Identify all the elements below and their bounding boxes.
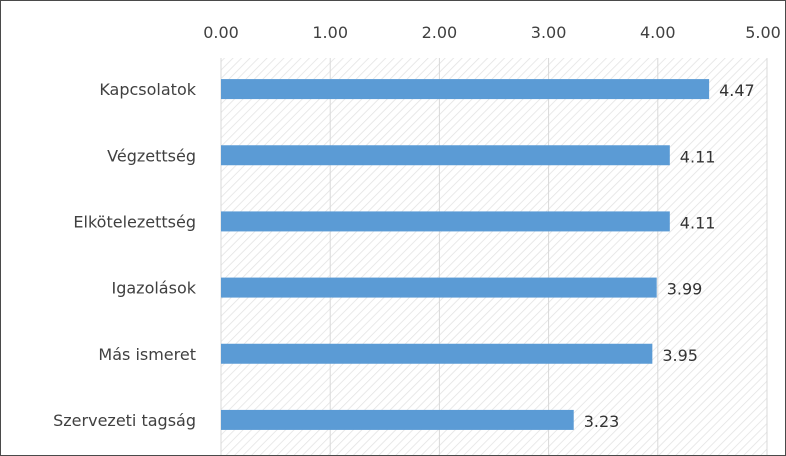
- bar: [221, 277, 657, 298]
- category-label: Szervezeti tagság: [53, 411, 196, 430]
- data-label: 4.47: [719, 81, 755, 100]
- x-tick-label: 4.00: [640, 23, 676, 42]
- plot-area: [221, 58, 767, 455]
- category-label: Más ismeret: [98, 345, 196, 364]
- bar: [221, 79, 710, 100]
- value-axis: 0.00 1.00 2.00 3.00 4.00 5.00: [203, 23, 781, 42]
- x-tick-label: 3.00: [531, 23, 567, 42]
- category-label: Kapcsolatok: [99, 80, 196, 99]
- bars: [221, 79, 710, 430]
- category-label: Elkötelezettség: [73, 212, 196, 231]
- x-tick-label: 0.00: [203, 23, 239, 42]
- data-label: 3.95: [662, 346, 698, 365]
- data-label: 3.23: [584, 412, 620, 431]
- category-label: Igazolások: [111, 279, 196, 298]
- bar: [221, 145, 670, 166]
- data-label: 4.11: [680, 213, 716, 232]
- data-label: 3.99: [667, 280, 703, 299]
- bar: [221, 211, 670, 232]
- x-tick-label: 2.00: [422, 23, 458, 42]
- category-label: Végzettség: [107, 146, 196, 165]
- category-axis: Kapcsolatok Végzettség Elkötelezettség Igaz…: [53, 80, 197, 430]
- gridlines: [220, 58, 768, 455]
- data-label: 4.11: [680, 147, 716, 166]
- data-labels: 4.47 4.11 4.11 3.99 3.95 3.23: [584, 81, 755, 431]
- x-tick-label: 5.00: [745, 23, 781, 42]
- bar: [221, 343, 653, 364]
- x-tick-label: 1.00: [312, 23, 348, 42]
- bar: [221, 409, 574, 430]
